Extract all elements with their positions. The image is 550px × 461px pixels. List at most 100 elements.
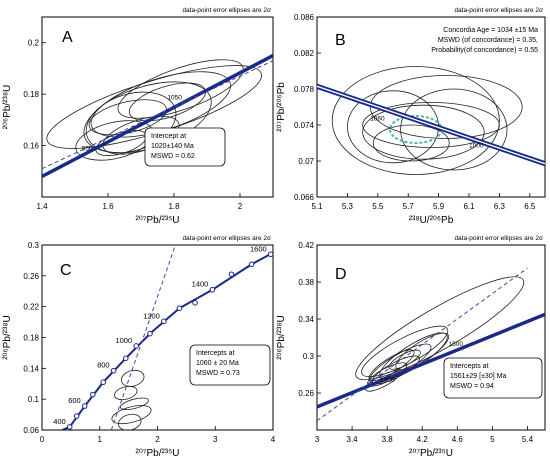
annotation-line: Concordia Age = 1034 ±15 Ma: [443, 27, 538, 34]
annotation-frame: [144, 127, 226, 167]
y-tick-label: 0.42: [298, 241, 314, 250]
error-ellipse: [388, 349, 421, 370]
error-ellipse-note: data-point error ellipses are 2σ: [182, 7, 271, 14]
concordia-age-label: 600: [68, 396, 81, 405]
x-tick-label: 2: [238, 202, 243, 211]
x-axis-label: ²⁰⁷Pb/²³⁵U: [136, 448, 180, 459]
x-tick-label: 3.4: [347, 435, 359, 444]
concordia-curve: [317, 312, 545, 409]
panel-c: data-point error ellipses are 2σ 0 1 2 3 4 0.0…: [2, 235, 276, 459]
y-tick-label: 0.18: [23, 90, 39, 99]
concordia-age-marker: [228, 271, 235, 278]
x-tick-label: 4: [271, 435, 276, 444]
y-tick-label: 0.16: [23, 142, 39, 151]
y-tick-label: 0.18: [23, 334, 39, 343]
concordia-age-marker: [133, 343, 139, 349]
x-axis-label: ²⁰⁷Pb/²³⁵U: [409, 448, 453, 459]
annotation-box: Intercepts at 1060 ± 20 Ma MSWD = 0.73: [189, 344, 271, 386]
error-ellipse: [400, 88, 508, 171]
error-ellipse: [355, 276, 525, 381]
concordia-age-marker: [90, 391, 96, 398]
discordia-line: [110, 245, 176, 430]
plot-content: [42, 54, 273, 178]
concordia-age-label: 950: [82, 146, 93, 153]
y-tick-label: 0.22: [23, 303, 39, 312]
panel-b: data-point error ellipses are 2σ 5.1 5.3 5.…: [276, 7, 546, 226]
x-tick-label: 5.9: [433, 202, 445, 211]
concordia-age-label: 1600: [250, 244, 267, 253]
x-tick-label: 0: [40, 435, 45, 444]
y-tick-label: 0.26: [298, 389, 314, 398]
annotation-box: Intercepts at 1561±29 [±30] Ma MSWD = 0.94: [443, 357, 543, 399]
annotation-box: Concordia Age = 1034 ±15 Ma MSWD (of conc…: [431, 27, 538, 54]
discordia-line: [317, 267, 528, 422]
panel-a: data-point error ellipses are 2σ 1.4 1.6 1.…: [2, 7, 274, 226]
annotation-line: Intercepts at: [450, 363, 489, 370]
error-ellipse: [331, 66, 500, 175]
panel-letter: D: [335, 266, 347, 283]
concordia-age-marker: [147, 330, 153, 337]
x-tick-label: 5.5: [372, 202, 384, 211]
annotation-line: MSWD = 0.62: [151, 153, 195, 160]
error-ellipse: [111, 405, 152, 425]
x-tick-label: 3: [315, 435, 320, 444]
panel-letter: C: [60, 262, 72, 279]
concordia-age-marker: [161, 318, 167, 325]
concordia-age-marker: [66, 424, 73, 430]
y-tick-label: 0.38: [298, 278, 314, 287]
concordia-age-label: 1000: [469, 143, 484, 150]
concordia-age-marker: [81, 403, 88, 409]
concordia-age-label: 1500: [449, 341, 464, 348]
concordia-age-label: 1400: [192, 280, 209, 289]
annotation-line: Intercepts at: [196, 350, 235, 357]
x-tick-label: 1: [98, 435, 103, 444]
x-tick-label: 5.1: [311, 202, 323, 211]
concordia-age-marker: [100, 379, 107, 386]
y-tick-label: 0.26: [23, 272, 39, 281]
y-tick-label: 0.34: [298, 315, 314, 324]
x-tick-label: 1.6: [102, 202, 114, 211]
concordia-age-label: 1000: [115, 336, 132, 345]
x-axis-label: ²⁰⁷Pb/²³⁵U: [136, 215, 180, 226]
error-ellipse: [117, 59, 244, 119]
concordia-age-marker: [122, 355, 129, 362]
x-tick-label: 4.6: [452, 435, 464, 444]
y-tick-label: 0.074: [294, 121, 315, 130]
error-ellipse: [395, 332, 450, 370]
y-axis-label: ²⁰⁷Pb/²⁰⁶Pb: [276, 82, 287, 132]
concordia-band-core: [317, 85, 545, 165]
y-axis-label: ²⁰⁶Pb/²³⁸U: [2, 315, 13, 360]
annotation-box: Intercept at 1020±140 Ma MSWD = 0.62: [144, 127, 226, 167]
x-tick-label: 5.3: [342, 202, 354, 211]
x-tick-label: 6.5: [524, 202, 536, 211]
y-tick-label: 0.1: [28, 395, 40, 404]
y-tick-label: 0.078: [294, 85, 315, 94]
error-ellipse: [120, 369, 145, 387]
plot-frame: [41, 16, 274, 198]
x-tick-label: 1.8: [168, 202, 180, 211]
x-tick-label: 5.7: [403, 202, 415, 211]
y-tick-label: 0.07: [298, 157, 314, 166]
annotation-line: Intercept at: [151, 133, 186, 140]
annotation-frame: [189, 344, 271, 386]
annotation-line: 1561±29 [±30] Ma: [450, 373, 506, 380]
x-tick-label: 5.4: [522, 435, 534, 444]
concordia-age-label: 1300: [380, 377, 395, 384]
panel-d: data-point error ellipses are 2σ 3 3.4 3.8 4…: [276, 235, 546, 459]
concordia-age-marker: [267, 251, 273, 258]
annotation-line: 1060 ± 20 Ma: [196, 360, 239, 367]
error-ellipse: [120, 397, 149, 411]
error-ellipse-note: data-point error ellipses are 2σ: [454, 7, 543, 14]
annotation-line: MSWD (of concordance) = 0.35,: [438, 37, 538, 44]
concordia-age-marker: [176, 305, 183, 312]
annotation-line: Probability(of concordance) = 0.55: [431, 47, 538, 54]
y-tick-label: 0.14: [23, 364, 39, 373]
annotation-frame: [443, 357, 543, 399]
x-tick-label: 6.1: [463, 202, 475, 211]
concordia-age-marker: [73, 413, 80, 419]
y-tick-label: 0.3: [28, 241, 40, 250]
concordia-age-label: 1050: [167, 94, 182, 101]
y-tick-label: 0.066: [294, 193, 315, 202]
error-ellipse: [118, 413, 142, 430]
